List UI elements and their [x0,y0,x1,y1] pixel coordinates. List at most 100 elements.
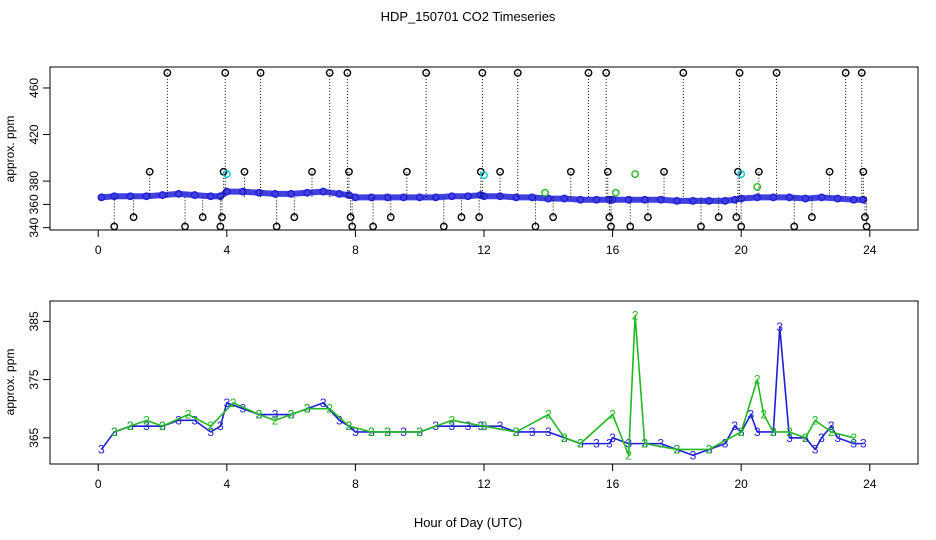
data-point [447,192,456,201]
data-point: 2 [159,419,166,433]
data-point [857,68,866,77]
data-point [346,213,355,222]
data-point: 3 [722,437,729,451]
data-point: 3 [240,402,247,416]
data-point: 3 [834,431,841,445]
data-point [221,68,230,77]
data-point [335,190,344,198]
x-tick-label: 12 [477,243,491,257]
data-point [679,68,688,77]
data-point [861,213,869,222]
x-tick-label: 16 [606,477,620,491]
data-point [222,170,231,179]
data-point: 3 [747,408,754,422]
data-point [174,190,183,198]
x-tick-label: 8 [352,477,359,491]
data-point: 2 [641,437,648,451]
x-tick-label: 20 [735,243,749,257]
data-point: 3 [731,419,738,433]
data-point [181,222,189,231]
data-point: 2 [256,408,263,422]
y-tick-label: 360 [27,194,41,214]
data-point [833,194,842,203]
data-point: 2 [738,425,745,439]
data-point: 3 [606,437,613,451]
data-point [287,190,296,198]
data-point [753,193,762,202]
data-point [825,167,834,176]
data-point [345,191,353,199]
data-point [415,193,424,202]
x-tick-label: 8 [352,243,359,257]
data-point: 2 [632,309,639,323]
y-tick-label: 420 [27,124,41,144]
data-point [754,167,763,176]
data-point [626,222,635,231]
data-point [605,195,614,204]
data-point [402,167,411,176]
data-point: 3 [818,431,825,445]
data-point [631,170,639,179]
data-point [737,170,746,179]
data-point [255,188,263,197]
data-point [769,193,778,202]
series-green [541,170,762,197]
top-panel: 0 4 8 12 16 20 24 340 360 380 420 460 approx. ppm [3,66,919,257]
data-point: 2 [625,448,632,462]
data-point: 2 [828,425,835,439]
data-point: 2 [346,419,353,433]
data-point [624,195,633,204]
x-tick-label: 4 [223,243,230,257]
data-point [541,188,549,197]
data-point [841,68,850,77]
data-point [656,195,665,204]
data-point: 2 [449,413,456,427]
data-point: 2 [127,419,134,433]
data-point [644,213,652,222]
data-point: 3 [812,442,819,456]
data-point [478,68,487,77]
data-point: 2 [416,425,423,439]
data-point: 2 [850,431,857,445]
data-point [422,68,431,77]
data-point: 2 [812,413,819,427]
data-point [640,195,649,204]
data-point [399,193,408,202]
data-point: 2 [609,408,616,422]
data-point: 3 [320,396,327,410]
series-line [100,326,864,457]
data-point [319,187,328,196]
data-point: 3 [593,437,600,451]
data-point: 3 [336,413,343,427]
series-baseline [97,187,868,205]
x-axis-label: Hour of Day (UTC) [413,515,523,530]
data-point [862,222,871,231]
data-point: 3 [690,448,697,462]
data-point [772,68,781,77]
data-point: 3 [657,437,664,451]
data-point: 3 [143,419,150,433]
data-point: 2 [111,425,118,439]
series-line [114,314,854,457]
data-point: 2 [770,425,777,439]
data-point: 2 [481,419,488,433]
x-tick-label: 20 [735,477,749,491]
data-point [732,213,741,222]
data-point [721,196,730,205]
data-point: 3 [217,419,224,433]
x-tick-label: 12 [477,477,491,491]
data-point [271,190,279,198]
data-point: 2 [706,442,713,456]
data-point: 3 [529,425,536,439]
y-axis-label: approx. ppm [3,349,17,416]
data-point: 3 [98,442,105,456]
data-point [386,213,395,222]
data-point [216,222,225,231]
data-point [190,191,199,199]
data-point: 3 [850,437,857,451]
data-point [607,222,615,231]
y-axis-label: approx. ppm [3,116,17,183]
data-point: 2 [230,396,237,410]
data-point [705,196,713,205]
